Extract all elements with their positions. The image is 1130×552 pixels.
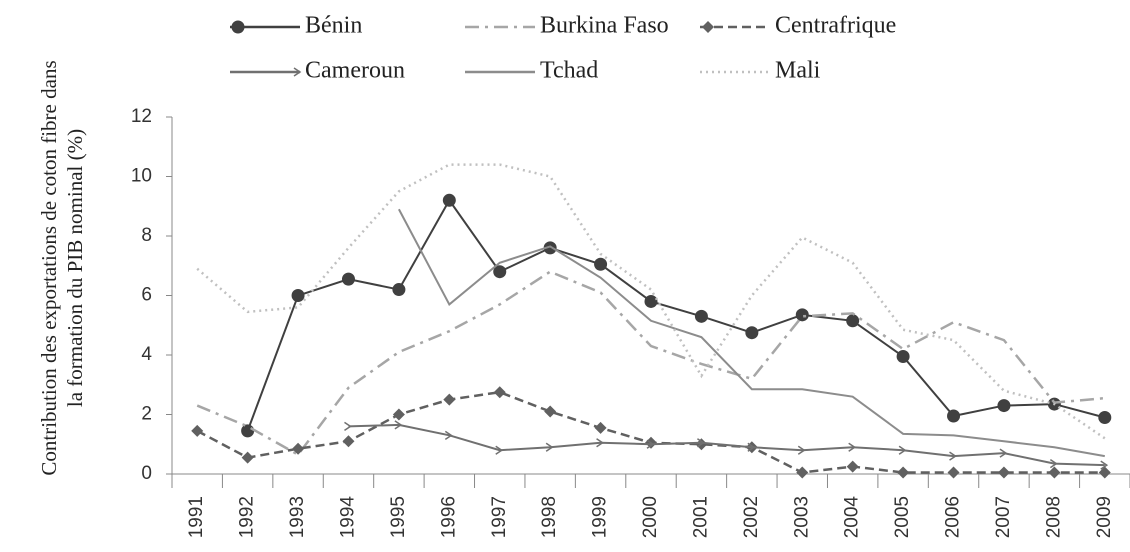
y-tick-label: 4 bbox=[141, 344, 152, 365]
data-point bbox=[342, 435, 355, 448]
data-point bbox=[191, 424, 204, 437]
data-point bbox=[997, 399, 1011, 413]
data-point bbox=[543, 241, 557, 255]
data-point bbox=[341, 272, 355, 286]
data-point bbox=[747, 442, 756, 452]
x-tick-label: 1999 bbox=[590, 496, 611, 538]
x-tick-label: 1996 bbox=[438, 496, 459, 538]
data-point bbox=[947, 409, 961, 423]
data-point bbox=[443, 393, 456, 406]
x-tick-label: 1995 bbox=[388, 496, 409, 538]
x-tick-label: 1991 bbox=[186, 496, 207, 538]
data-point bbox=[241, 451, 254, 464]
legend-label: Tchad bbox=[540, 58, 598, 84]
legend-label: Mali bbox=[775, 58, 821, 84]
x-tick-label: 2006 bbox=[943, 496, 964, 538]
legend-marker bbox=[231, 20, 245, 34]
x-tick-label: 2000 bbox=[640, 496, 661, 538]
y-tick-label: 12 bbox=[131, 106, 152, 127]
data-point bbox=[1049, 458, 1058, 469]
legend-marker bbox=[293, 67, 302, 77]
data-point bbox=[694, 309, 708, 323]
data-point bbox=[292, 442, 305, 455]
data-point bbox=[1048, 466, 1061, 479]
legend-label: Burkina Faso bbox=[540, 13, 669, 39]
y-tick-label: 0 bbox=[141, 463, 152, 484]
data-point bbox=[644, 294, 658, 308]
y-tick-label: 6 bbox=[141, 285, 152, 306]
data-point bbox=[1100, 460, 1109, 470]
data-point bbox=[848, 442, 857, 452]
data-point bbox=[596, 438, 604, 448]
series-line bbox=[196, 270, 1105, 457]
data-point bbox=[392, 283, 406, 297]
x-tick-label: 1997 bbox=[489, 496, 510, 538]
x-tick-label: 1994 bbox=[337, 496, 358, 539]
series-line bbox=[196, 390, 1105, 474]
data-point bbox=[394, 420, 403, 430]
data-point bbox=[797, 445, 806, 455]
y-tick-label: 2 bbox=[141, 404, 152, 425]
x-tick-label: 2001 bbox=[690, 496, 711, 538]
data-point bbox=[493, 386, 506, 399]
legend-label: Centrafrique bbox=[775, 13, 896, 39]
x-tick-label: 2003 bbox=[791, 496, 812, 538]
data-point bbox=[392, 408, 405, 421]
data-point bbox=[594, 421, 607, 434]
data-point bbox=[846, 460, 859, 473]
data-point bbox=[594, 257, 608, 271]
data-point bbox=[796, 466, 809, 479]
series-line bbox=[246, 198, 1106, 432]
data-point bbox=[291, 289, 305, 302]
x-tick-label: 1993 bbox=[287, 496, 308, 538]
data-point bbox=[745, 326, 759, 340]
data-point bbox=[444, 430, 453, 440]
data-point bbox=[999, 448, 1008, 458]
data-point bbox=[949, 451, 957, 461]
data-point bbox=[898, 445, 907, 455]
data-point bbox=[697, 438, 705, 448]
data-point bbox=[545, 442, 554, 452]
data-point bbox=[897, 466, 910, 479]
x-tick-label: 2004 bbox=[842, 496, 863, 539]
data-point bbox=[442, 193, 456, 207]
data-point bbox=[1098, 466, 1111, 479]
x-tick-label: 1992 bbox=[237, 496, 258, 538]
data-point bbox=[846, 314, 860, 328]
data-point bbox=[795, 308, 809, 322]
data-point bbox=[947, 466, 960, 479]
data-point bbox=[241, 424, 255, 438]
y-axis-label: Contribution des exportations de coton f… bbox=[37, 60, 87, 476]
data-point bbox=[1098, 410, 1112, 424]
x-tick-label: 2008 bbox=[1043, 496, 1064, 538]
legend-label: Bénin bbox=[305, 13, 362, 39]
x-tick-label: 2002 bbox=[741, 496, 762, 538]
x-tick-label: 1998 bbox=[539, 496, 560, 538]
data-point bbox=[493, 265, 507, 279]
x-tick-label: 2009 bbox=[1094, 496, 1115, 538]
data-point bbox=[646, 439, 655, 449]
legend-label: Cameroun bbox=[305, 58, 405, 84]
data-point bbox=[896, 349, 910, 363]
series-line bbox=[348, 423, 1105, 467]
legend-marker bbox=[702, 21, 714, 33]
data-point bbox=[344, 421, 352, 432]
x-tick-label: 2005 bbox=[892, 496, 913, 538]
series-line bbox=[398, 208, 1105, 458]
data-point bbox=[997, 466, 1010, 479]
x-tick-label: 2007 bbox=[993, 496, 1014, 538]
y-tick-label: 10 bbox=[131, 166, 152, 187]
y-tick-label: 8 bbox=[141, 225, 152, 246]
data-point bbox=[544, 405, 557, 418]
data-point bbox=[495, 445, 504, 455]
